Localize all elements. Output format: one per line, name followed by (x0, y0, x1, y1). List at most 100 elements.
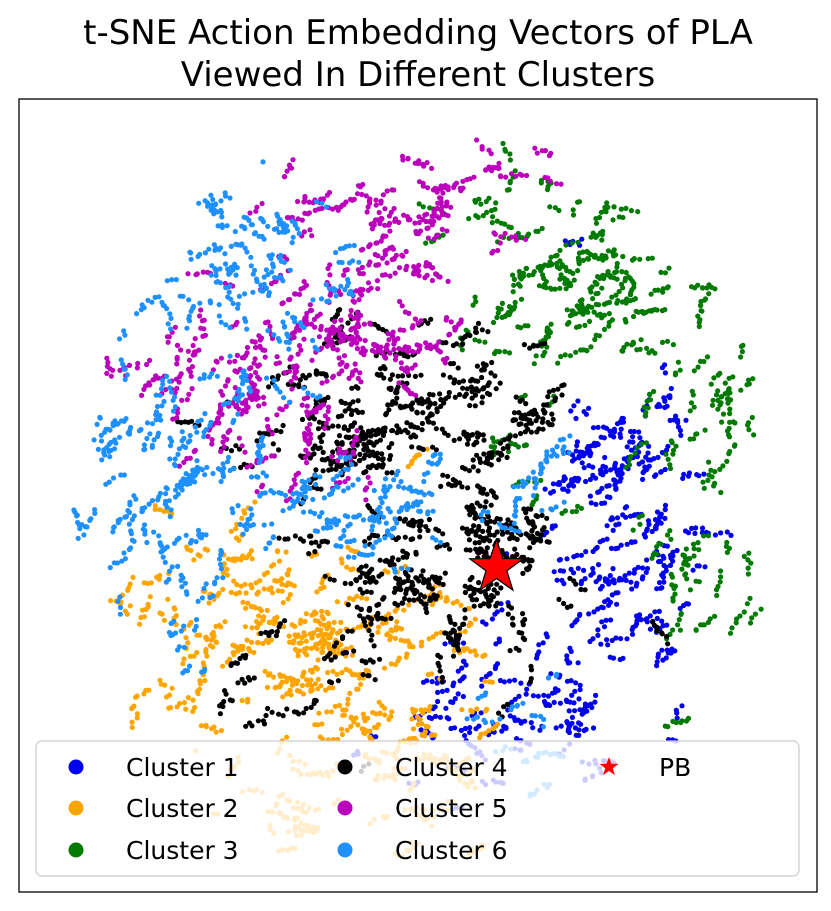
scatter-point (366, 673, 372, 679)
scatter-point (350, 566, 356, 572)
scatter-point (667, 417, 673, 423)
scatter-point (512, 546, 518, 552)
scatter-point (448, 204, 454, 210)
scatter-point (701, 533, 707, 539)
scatter-point (329, 630, 335, 636)
scatter-point (403, 587, 409, 594)
scatter-point (536, 283, 543, 289)
scatter-point (242, 581, 248, 587)
scatter-point (386, 213, 392, 219)
scatter-point (429, 679, 435, 685)
scatter-point (594, 233, 600, 239)
scatter-point (206, 600, 212, 606)
scatter-point (525, 426, 531, 432)
scatter-point (530, 539, 537, 546)
scatter-point (388, 713, 394, 720)
scatter-point (349, 385, 355, 391)
scatter-point (549, 447, 556, 453)
scatter-point (536, 649, 542, 655)
scatter-point (645, 405, 651, 411)
scatter-point (484, 491, 490, 497)
scatter-point (512, 696, 518, 702)
scatter-point (498, 585, 504, 591)
scatter-point (197, 553, 203, 559)
scatter-point (444, 199, 450, 205)
scatter-point (287, 267, 293, 273)
scatter-point (410, 726, 417, 732)
scatter-point (479, 374, 485, 381)
scatter-point (129, 706, 135, 712)
scatter-point (302, 649, 308, 656)
scatter-point (301, 385, 307, 391)
scatter-point (268, 637, 274, 643)
scatter-point (726, 425, 732, 431)
scatter-point (430, 508, 436, 514)
scatter-point (194, 271, 200, 277)
scatter-point (235, 411, 241, 417)
scatter-point (559, 577, 565, 584)
scatter-point (638, 441, 645, 447)
scatter-point (613, 292, 619, 298)
scatter-point (202, 472, 208, 478)
scatter-point (714, 592, 720, 599)
scatter-point (569, 692, 575, 698)
scatter-point (581, 567, 587, 574)
scatter-point (718, 530, 724, 536)
scatter-point (328, 454, 335, 460)
scatter-point (569, 623, 575, 629)
scatter-point (263, 545, 269, 552)
scatter-point (376, 624, 382, 630)
scatter-point (645, 518, 652, 524)
scatter-point (444, 228, 450, 234)
scatter-point (326, 189, 333, 196)
scatter-point (459, 665, 465, 671)
scatter-point (718, 394, 724, 400)
scatter-point (576, 727, 582, 733)
scatter-point (472, 337, 478, 343)
scatter-point (564, 698, 570, 705)
scatter-point (472, 515, 478, 521)
scatter-point (351, 339, 357, 345)
scatter-point (418, 643, 424, 649)
scatter-point (677, 367, 683, 373)
scatter-point (632, 450, 638, 456)
scatter-point (461, 429, 467, 435)
scatter-point (218, 319, 224, 325)
scatter-point (460, 385, 466, 391)
scatter-point (478, 201, 484, 207)
scatter-point (299, 402, 305, 408)
scatter-point (224, 572, 230, 578)
scatter-point (408, 434, 414, 440)
scatter-point (604, 483, 610, 489)
scatter-point (108, 598, 114, 604)
scatter-point (380, 233, 386, 239)
scatter-point (232, 660, 238, 666)
scatter-point (439, 426, 445, 432)
scatter-point (483, 551, 489, 557)
scatter-point (566, 449, 572, 456)
scatter-point (220, 703, 226, 710)
scatter-point (81, 532, 87, 538)
scatter-point (400, 600, 406, 606)
scatter-point (455, 668, 461, 674)
scatter-point (667, 528, 673, 534)
scatter-point (483, 690, 489, 696)
scatter-point (483, 591, 489, 598)
scatter-point (457, 678, 463, 684)
scatter-point (476, 723, 482, 729)
scatter-point (530, 493, 537, 499)
scatter-point (262, 354, 268, 360)
scatter-point (539, 148, 545, 154)
scatter-point (693, 525, 699, 531)
scatter-point (613, 635, 619, 641)
scatter-point (401, 518, 407, 524)
scatter-point (333, 293, 339, 299)
scatter-point (609, 317, 616, 323)
scatter-point (542, 486, 548, 492)
scatter-point (603, 464, 609, 470)
scatter-point (598, 641, 604, 647)
scatter-point (595, 312, 601, 318)
scatter-point (576, 261, 582, 267)
scatter-point (442, 360, 448, 366)
scatter-point (660, 570, 666, 576)
